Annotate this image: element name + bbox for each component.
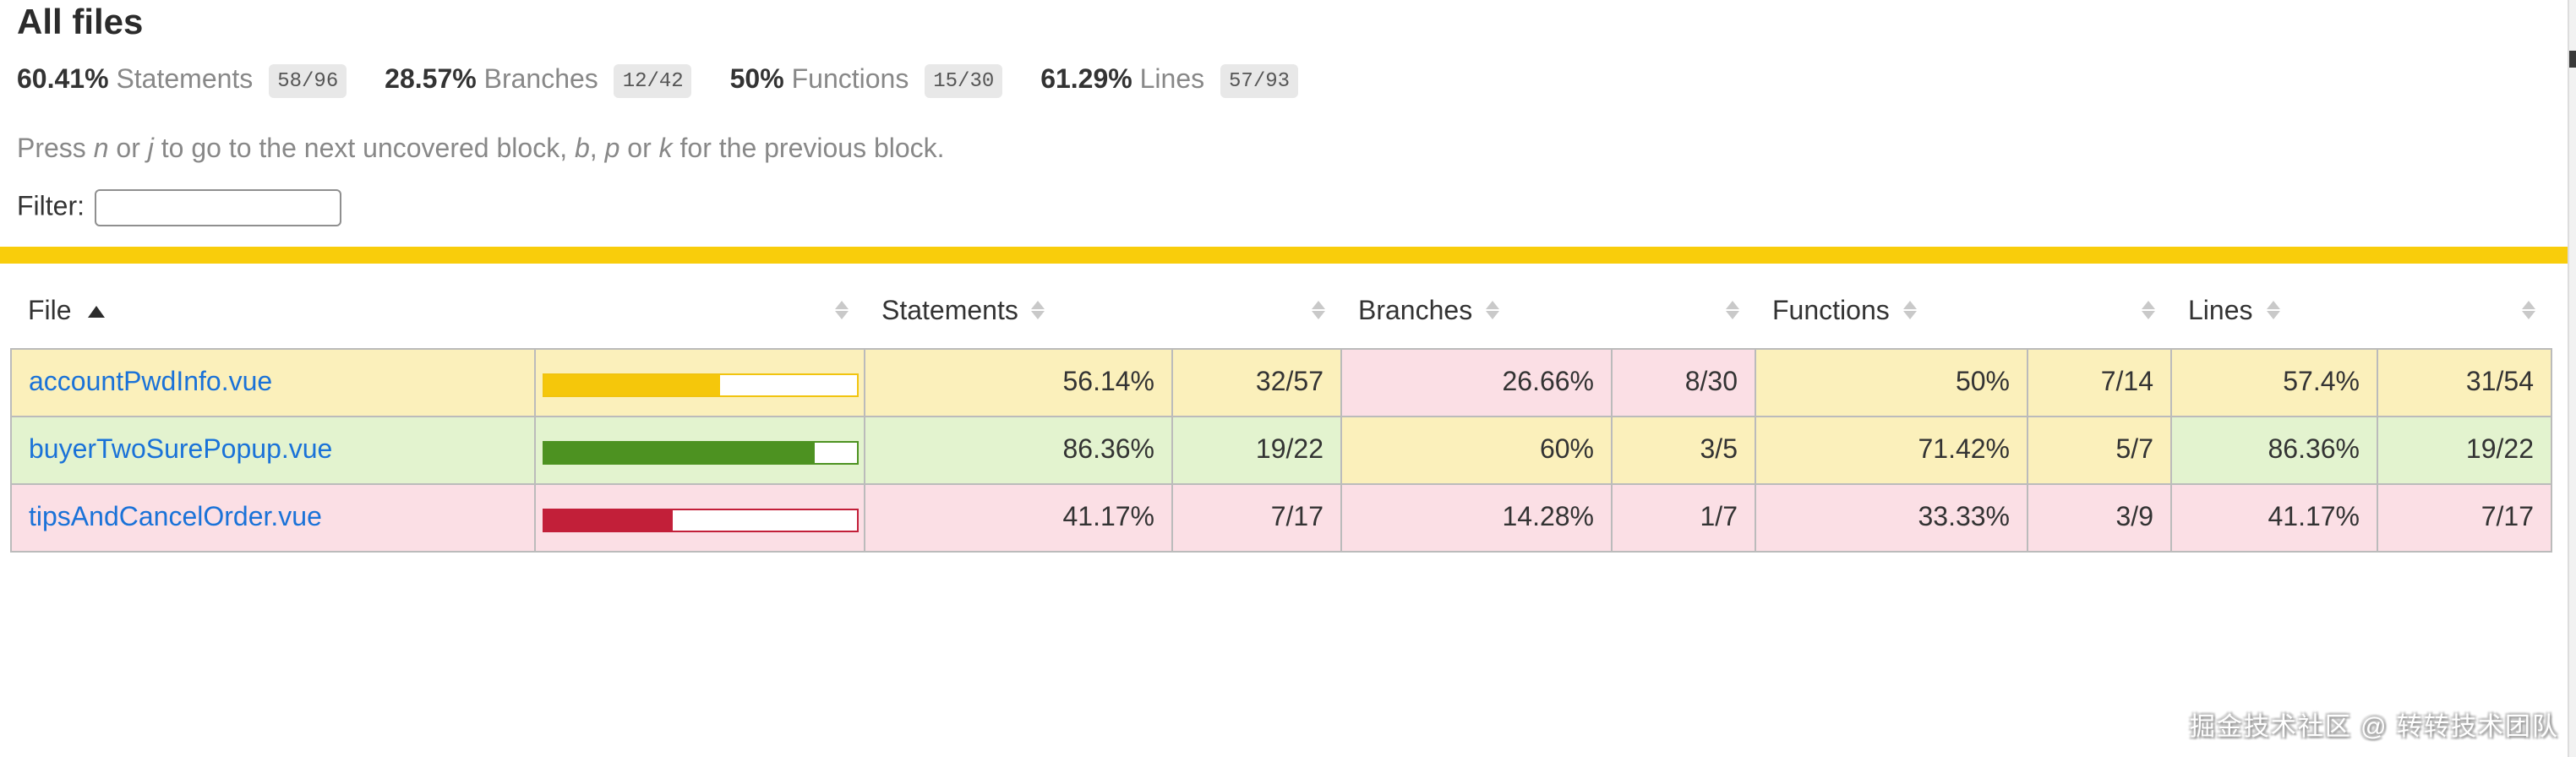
sorter-icon [1031,299,1045,321]
key-k: k [658,135,673,164]
filter-label: Filter: [17,193,85,222]
branches-raw-cell: 3/5 [1611,416,1756,485]
sorter-icon [1486,299,1500,321]
header-lines[interactable]: Lines [2171,280,2377,349]
summary-statements: 60.41% Statements 58/96 [17,64,347,98]
key-b: b [574,135,590,164]
lines-pct-cell: 86.36% [2170,416,2378,485]
lines-raw-cell: 7/17 [2377,483,2552,553]
sort-ascending-icon [88,306,106,318]
sorter-icon [2141,299,2154,321]
coverage-summary: 60.41% Statements 58/96 28.57% Branches … [17,64,2559,98]
statements-label: Statements [116,66,254,95]
lines-raw-cell: 19/22 [2377,416,2552,485]
summary-branches: 28.57% Branches 12/42 [385,64,692,98]
coverage-bar [543,508,859,531]
header-functions[interactable]: Functions [1755,280,2028,349]
statements-pct-cell: 41.17% [864,483,1173,553]
statements-pct-cell: 86.36% [864,416,1173,485]
coverage-bar [543,373,859,396]
key-n: n [93,135,109,164]
branches-pct-cell: 14.28% [1340,483,1613,553]
lines-raw-cell: 31/54 [2377,348,2552,417]
table-row: tipsAndCancelOrder.vue 41.17% 7/17 14.28… [10,483,2552,553]
file-link[interactable]: accountPwdInfo.vue [29,368,273,396]
summary-lines: 61.29% Lines 57/93 [1040,64,1299,98]
header-branches-raw-sorter[interactable] [1612,280,1755,349]
lines-label: Lines [1139,66,1205,95]
sorter-icon [2521,299,2535,321]
functions-pct-cell: 33.33% [1755,483,2028,553]
functions-raw-cell: 5/7 [2027,416,2172,485]
header-statements-raw-sorter[interactable] [1172,280,1341,349]
header-statements[interactable]: Statements [865,280,1172,349]
vertical-scrollbar[interactable] [2568,0,2576,757]
scrollbar-thumb[interactable] [2569,51,2576,68]
lines-pct-cell: 57.4% [2170,348,2378,417]
coverage-status-line [0,247,2569,264]
statements-raw-cell: 19/22 [1171,416,1342,485]
table-row: accountPwdInfo.vue 56.14% 32/57 26.66% 8… [10,348,2552,417]
functions-pct-cell: 50% [1755,348,2028,417]
branches-fraction-badge: 12/42 [614,64,692,98]
statements-raw-cell: 32/57 [1171,348,1342,417]
filter-input[interactable] [95,189,341,226]
header-chart-sorter[interactable] [535,280,865,349]
sorter-icon [1902,299,1917,321]
branches-pct-cell: 60% [1340,416,1613,485]
lines-pct: 61.29% [1040,66,1132,95]
branches-raw-cell: 8/30 [1611,348,1756,417]
functions-pct: 50% [729,66,784,95]
functions-raw-cell: 3/9 [2027,483,2172,553]
header-lines-raw-sorter[interactable] [2377,280,2551,349]
branches-raw-cell: 1/7 [1611,483,1756,553]
functions-label: Functions [791,66,909,95]
coverage-table: File Statements Branches Functions Lines… [10,280,2552,553]
coverage-bar-cell [534,416,865,485]
table-header-row: File Statements Branches Functions Lines [11,280,2551,349]
summary-functions: 50% Functions 15/30 [730,64,1003,98]
functions-raw-cell: 7/14 [2027,348,2172,417]
keyboard-shortcuts-hint: Press n or j to go to the next uncovered… [17,135,945,164]
header-file[interactable]: File [11,280,535,349]
coverage-bar [543,440,859,464]
statements-raw-cell: 7/17 [1171,483,1342,553]
statements-pct-cell: 56.14% [864,348,1173,417]
branches-label: Branches [483,66,598,95]
sorter-icon [834,299,848,321]
sorter-icon [2266,299,2280,321]
sorter-icon [1725,299,1738,321]
coverage-bar-cell [534,348,865,417]
file-link[interactable]: tipsAndCancelOrder.vue [29,503,322,531]
functions-fraction-badge: 15/30 [925,64,1003,98]
lines-fraction-badge: 57/93 [1220,64,1299,98]
coverage-bar-cell [534,483,865,553]
branches-pct: 28.57% [385,66,477,95]
statements-fraction-badge: 58/96 [269,64,347,98]
sorter-icon [1311,299,1324,321]
header-branches[interactable]: Branches [1341,280,1612,349]
table-row: buyerTwoSurePopup.vue 86.36% 19/22 60% 3… [10,416,2552,485]
lines-pct-cell: 41.17% [2170,483,2378,553]
header-functions-raw-sorter[interactable] [2028,280,2171,349]
key-p: p [604,135,620,164]
filter-row: Filter: [17,189,2559,226]
key-j: j [147,135,154,164]
watermark-text: 掘金技术社区 @ 转转技术团队 [2189,713,2559,742]
functions-pct-cell: 71.42% [1755,416,2028,485]
branches-pct-cell: 26.66% [1340,348,1613,417]
page-title: All files [17,3,144,42]
file-link[interactable]: buyerTwoSurePopup.vue [29,435,333,464]
statements-pct: 60.41% [17,66,109,95]
